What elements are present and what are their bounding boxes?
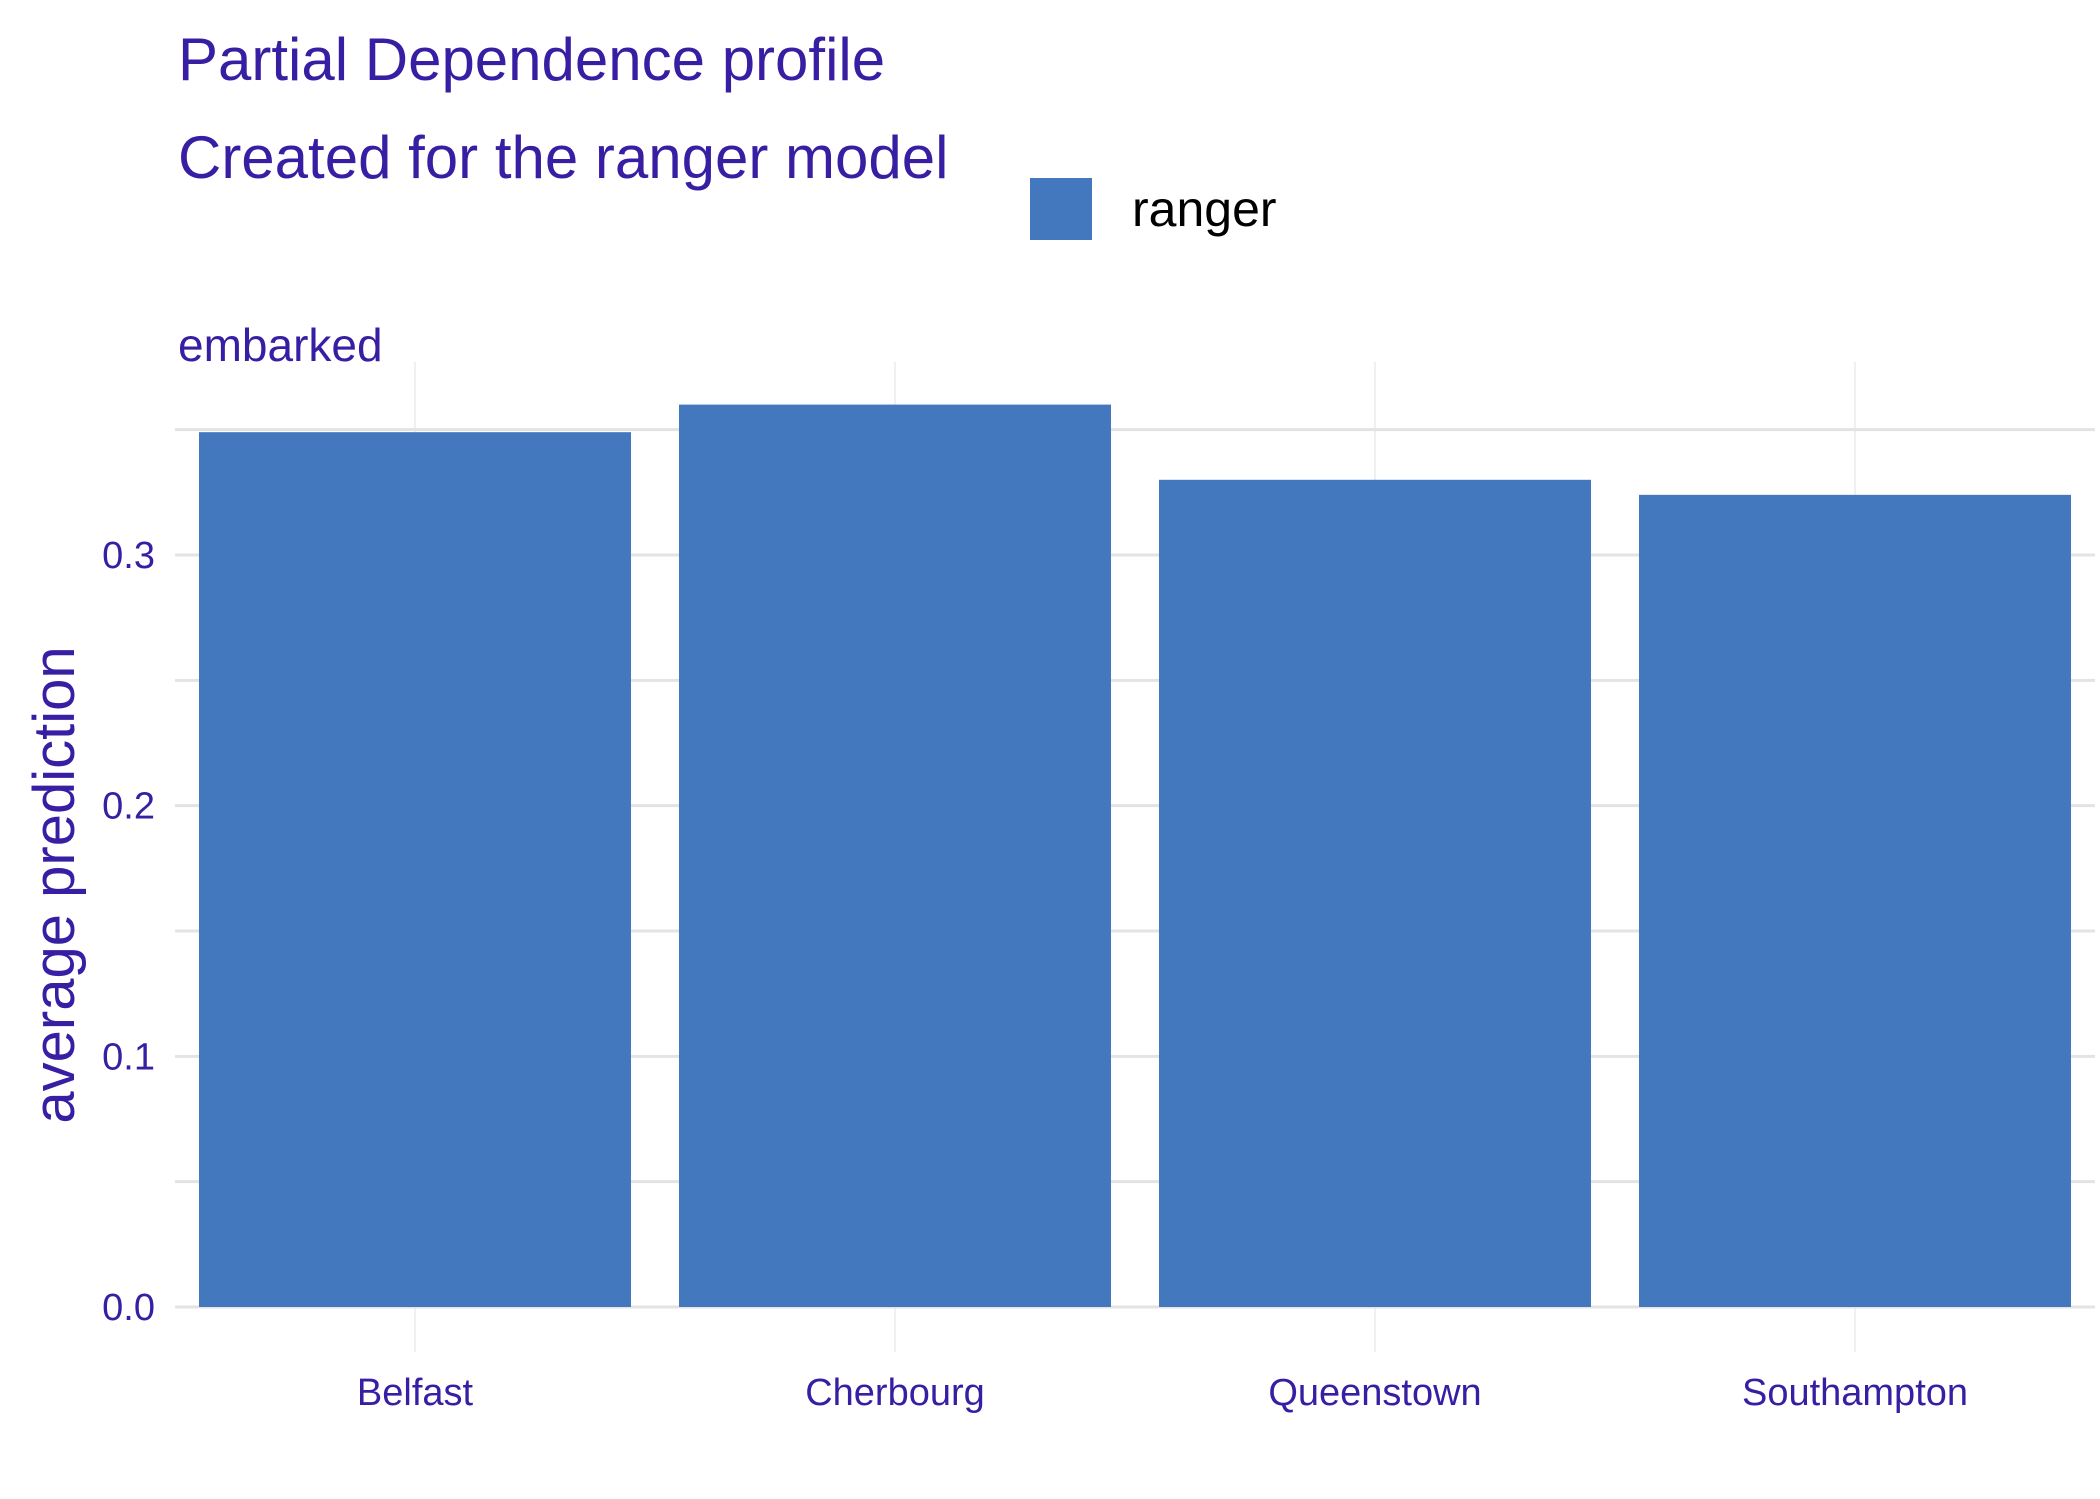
x-tick-label: Queenstown [1268,1372,1481,1414]
y-tick-label: 0.0 [102,1287,155,1329]
y-tick-label: 0.2 [102,786,155,828]
x-axis-ticks: Belfast Cherbourg Queenstown Southampton [357,1372,1968,1414]
x-tick-label: Southampton [1742,1372,1968,1414]
facet-label: embarked [178,319,383,371]
chart-subtitle: Created for the ranger model [178,124,949,191]
bars [199,404,2071,1308]
x-tick-label: Belfast [357,1372,474,1414]
bar-belfast [199,432,631,1307]
chart-title: Partial Dependence profile [178,26,886,93]
bar-queenstown [1159,479,1591,1307]
y-tick-label: 0.1 [102,1036,155,1078]
legend: ranger [1030,178,1277,240]
y-tick-label: 0.3 [102,535,155,577]
y-axis-title: average prediction [22,646,87,1123]
bar-cherbourg [679,404,1111,1308]
bar-southampton [1639,494,2071,1308]
x-tick-label: Cherbourg [805,1372,985,1414]
legend-key-ranger [1030,178,1092,240]
legend-label-ranger: ranger [1132,181,1277,237]
y-axis-ticks: 0.0 0.1 0.2 0.3 [102,535,155,1329]
